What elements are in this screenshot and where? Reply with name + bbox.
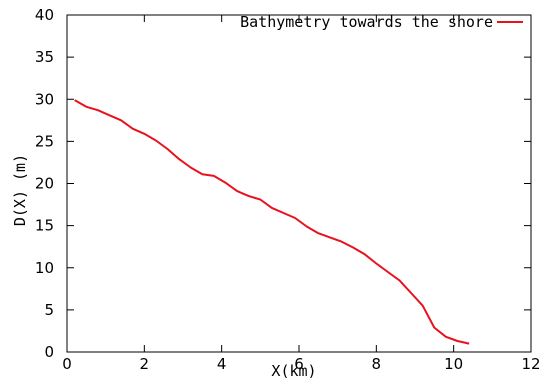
y-tick-label: 10	[35, 259, 54, 277]
y-tick-label: 35	[35, 48, 54, 66]
x-tick-label: 10	[444, 355, 463, 373]
y-tick-label: 30	[35, 90, 54, 108]
y-tick-label: 5	[44, 301, 54, 319]
y-tick-label: 20	[35, 175, 54, 193]
x-axis-label: X(km)	[271, 362, 316, 380]
legend: Bathymetry towards the shore	[240, 13, 523, 31]
x-tick-label: 8	[372, 355, 382, 373]
y-tick-label: 40	[35, 6, 54, 24]
x-tick-label: 0	[62, 355, 72, 373]
y-tick-label: 25	[35, 132, 54, 150]
series-line	[74, 99, 470, 345]
y-tick-label: 15	[35, 217, 54, 235]
y-axis-label: D(X) (m)	[11, 154, 29, 226]
axis-ticks: 0 2 4 6 8 10 12 0 5 10 15 20 25 30 35 40	[35, 6, 541, 373]
x-tick-label: 4	[217, 355, 227, 373]
x-tick-label: 6	[294, 355, 304, 373]
plot-area	[66, 14, 532, 353]
y-tick-label: 0	[44, 343, 54, 361]
x-tick-label: 2	[140, 355, 150, 373]
legend-label: Bathymetry towards the shore	[240, 13, 493, 31]
series-layer	[74, 99, 470, 345]
x-tick-label: 12	[521, 355, 540, 373]
